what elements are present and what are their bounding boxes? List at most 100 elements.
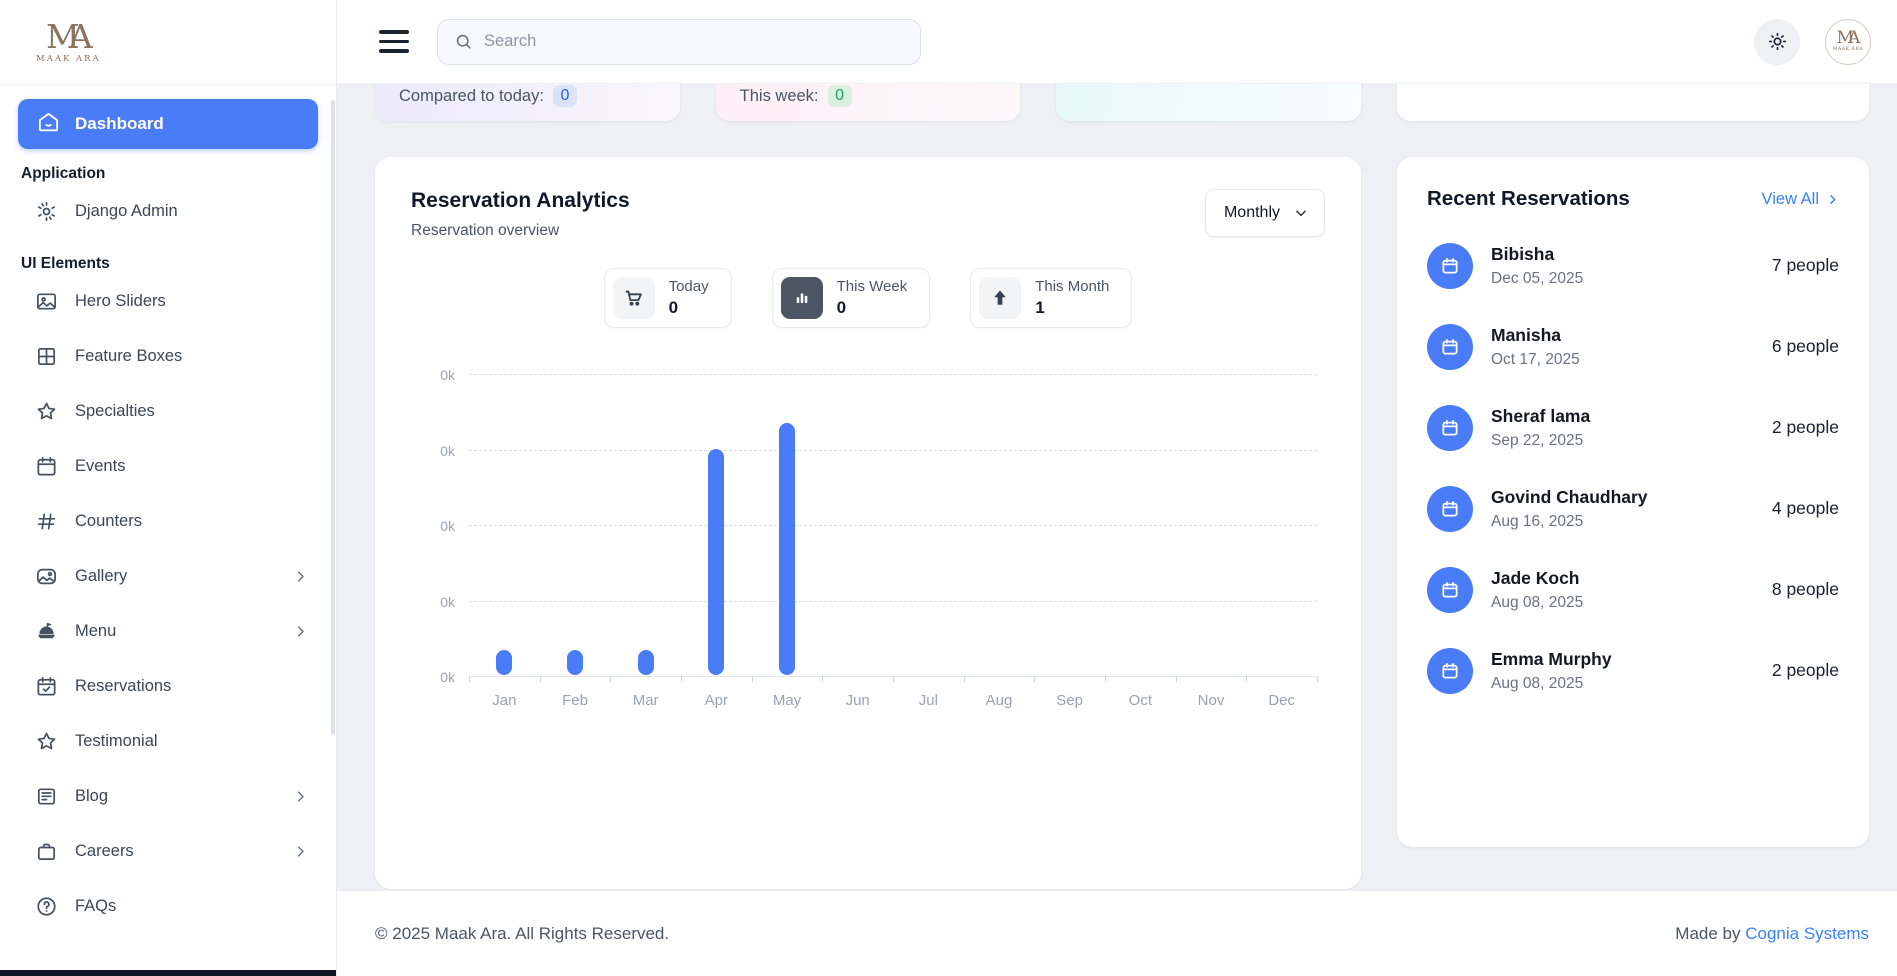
stat-chip-label: This Week	[836, 278, 908, 295]
reservation-row-jade-koch[interactable]: Jade Koch Aug 08, 2025 8 people	[1427, 549, 1839, 630]
y-axis-tick-label: 0k	[440, 518, 455, 534]
image-icon	[35, 290, 58, 313]
summary-card-badge: 0	[827, 85, 852, 107]
reservation-row-emma-murphy[interactable]: Emma Murphy Aug 08, 2025 2 people	[1427, 630, 1839, 711]
sidebar-logo-area[interactable]: MA MAAK ARA	[0, 0, 336, 85]
sidebar-item-gallery[interactable]: Gallery	[18, 549, 318, 604]
y-axis-tick-label: 0k	[440, 669, 455, 685]
summary-card-today[interactable]: Compared to today: 0	[375, 84, 680, 121]
calendar-badge-icon	[1427, 404, 1473, 451]
sidebar-item-django-admin[interactable]: Django Admin	[18, 184, 318, 239]
summary-card-label: This week:	[739, 86, 819, 105]
chart-bar-may	[779, 423, 795, 675]
chart-subtitle: Reservation overview	[411, 222, 560, 239]
summary-card-label: Compared to today:	[399, 86, 544, 105]
x-axis-label-jan: Jan	[492, 692, 517, 709]
sidebar-item-counters[interactable]: Counters	[18, 494, 318, 549]
gridline: 0k	[440, 443, 1317, 459]
calendar-badge-icon	[1427, 242, 1473, 289]
reservation-row-govind-chaudhary[interactable]: Govind Chaudhary Aug 16, 2025 4 people	[1427, 468, 1839, 549]
x-axis-label-apr: Apr	[704, 692, 728, 709]
bar-chart-icon	[780, 277, 823, 319]
sidebar-item-testimonial[interactable]: Testimonial	[18, 714, 318, 769]
stat-chip-this-week: This Week 0	[771, 268, 931, 328]
x-axis-label-mar: Mar	[632, 692, 659, 709]
food-icon	[35, 620, 58, 643]
search-input[interactable]	[484, 32, 904, 51]
sidebar-item-dashboard[interactable]: Dashboard	[18, 99, 318, 149]
period-select[interactable]: Monthly	[1204, 189, 1325, 237]
sidebar-scrollbar[interactable]	[331, 100, 335, 735]
chevron-down-icon	[1296, 210, 1306, 217]
axis-tick	[1317, 676, 1318, 682]
cognia-systems-link[interactable]: Cognia Systems	[1745, 923, 1869, 943]
summary-card-month[interactable]	[1056, 84, 1361, 121]
grid-icon	[35, 345, 58, 368]
page-content: Compared to today: 0 This week: 0 Reservat…	[337, 84, 1897, 890]
chevron-right-icon	[293, 569, 308, 584]
sun-icon	[1768, 32, 1786, 51]
sidebar-item-feature-boxes[interactable]: Feature Boxes	[18, 329, 318, 384]
theme-toggle-button[interactable]	[1754, 18, 1800, 65]
stat-chip-value: 1	[1035, 298, 1045, 317]
calendar-badge-icon	[1427, 566, 1473, 613]
search-icon	[456, 34, 471, 49]
axis-tick	[1105, 676, 1106, 682]
reservation-row-bibisha[interactable]: Bibisha Dec 05, 2025 7 people	[1427, 225, 1839, 306]
calendar-icon	[35, 455, 58, 478]
sidebar-item-events[interactable]: Events	[18, 439, 318, 494]
search-box	[437, 18, 921, 65]
hamburger-menu-icon[interactable]	[379, 30, 409, 53]
sidebar-item-specialties[interactable]: Specialties	[18, 384, 318, 439]
copyright-text: © 2025 Maak Ara. All Rights Reserved.	[375, 923, 670, 943]
chart-bar-feb	[567, 649, 583, 675]
cart-icon	[612, 277, 655, 319]
sidebar-item-hero-sliders[interactable]: Hero Sliders	[18, 274, 318, 329]
user-avatar[interactable]: MA MAAK ARA	[1825, 18, 1871, 65]
reservation-people: 2 people	[1771, 417, 1839, 437]
stat-chip-value: 0	[668, 298, 679, 317]
calendar-check-icon	[35, 675, 58, 698]
x-axis-label-oct: Oct	[1128, 692, 1152, 709]
x-axis-label-may: May	[772, 692, 802, 709]
axis-tick	[539, 676, 541, 682]
axis-tick	[963, 676, 965, 682]
reservations-header: Recent Reservations View All	[1427, 187, 1839, 211]
chart-bar-mar	[637, 649, 654, 675]
reservation-analytics-card: Reservation Analytics Reservation overvi…	[375, 157, 1361, 889]
bar-chart[interactable]: 0k 0k 0k 0k 0k Jan Feb Mar Apr May Jun Jul Aug Sep Oct…	[411, 367, 1325, 730]
reservation-date: Aug 08, 2025	[1491, 674, 1584, 692]
x-axis-label-jun: Jun	[845, 692, 870, 709]
brand-monogram: MA	[46, 17, 93, 57]
calendar-badge-icon	[1427, 323, 1473, 370]
recent-reservations-card: Recent Reservations View All Bibisha Dec…	[1397, 157, 1869, 847]
view-all-link[interactable]: View All	[1762, 190, 1839, 209]
reservation-name: Manisha	[1491, 324, 1562, 345]
x-axis-label-sep: Sep	[1056, 692, 1084, 709]
reservation-people: 4 people	[1771, 498, 1839, 518]
sidebar-item-blog[interactable]: Blog	[18, 769, 318, 824]
sidebar: MA MAAK ARA Dashboard Application Django…	[0, 0, 337, 976]
star-icon	[35, 400, 58, 423]
sidebar-item-faqs[interactable]: FAQs	[18, 879, 318, 934]
sidebar-item-careers[interactable]: Careers	[18, 824, 318, 879]
section-label-ui-elements: UI Elements	[21, 255, 110, 272]
chevron-right-icon	[293, 789, 308, 804]
calendar-badge-icon	[1427, 647, 1473, 694]
gridline: 0k	[440, 518, 1317, 534]
reservation-date: Aug 16, 2025	[1491, 512, 1584, 530]
summary-card-week[interactable]: This week: 0	[715, 84, 1021, 121]
brand-logo: MA MAAK ARA	[36, 20, 101, 64]
top-bar: MA MAAK ARA	[337, 0, 1897, 84]
y-axis-tick-label: 0k	[440, 442, 455, 459]
reservation-row-sheraf-lama[interactable]: Sheraf lama Sep 22, 2025 2 people	[1427, 387, 1839, 468]
gridline: 0k	[440, 594, 1317, 610]
reservation-people: 7 people	[1771, 255, 1839, 275]
period-select-value: Monthly	[1223, 204, 1280, 221]
reservation-name: Emma Murphy	[1491, 648, 1612, 669]
sidebar-item-menu[interactable]: Menu	[18, 604, 318, 659]
reservation-row-manisha[interactable]: Manisha Oct 17, 2025 6 people	[1427, 306, 1839, 387]
sidebar-item-reservations[interactable]: Reservations	[18, 659, 318, 714]
x-axis-label-dec: Dec	[1268, 692, 1295, 709]
summary-card-right[interactable]	[1397, 84, 1869, 121]
